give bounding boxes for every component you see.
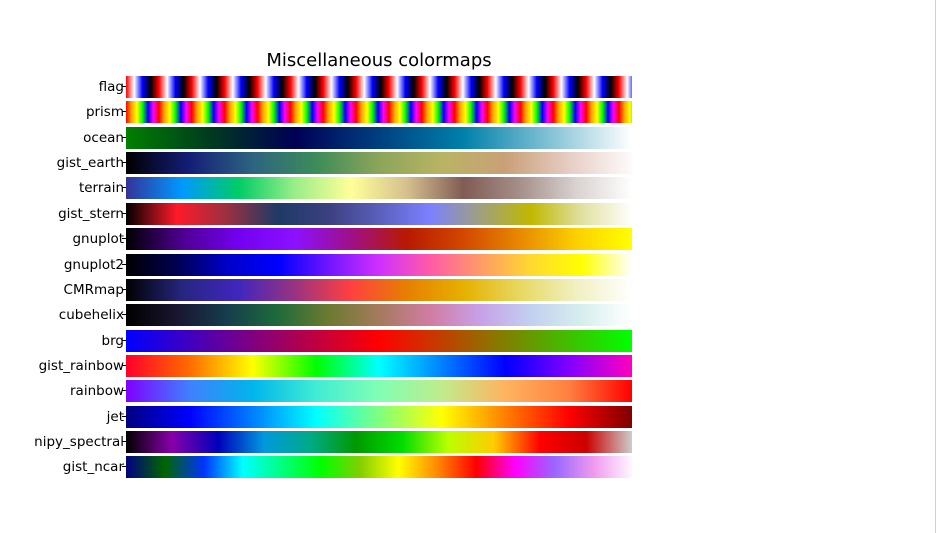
colormap-row-terrain: terrain <box>0 177 640 200</box>
colormap-row-gist-stern: gist_stern <box>0 202 640 225</box>
colormap-row-gnuplot2: gnuplot2 <box>0 253 640 276</box>
colormap-bar <box>126 177 632 200</box>
colormap-label: brg <box>101 332 124 349</box>
y-tick-mark <box>122 86 126 87</box>
colormap-bar <box>126 202 632 225</box>
y-tick-mark <box>122 212 126 214</box>
colormap-label: prism <box>85 104 124 121</box>
colormap-bar <box>126 126 632 149</box>
colormap-label: gist_earth <box>56 155 124 172</box>
colormap-label: gist_stern <box>58 205 124 222</box>
y-tick-mark <box>122 162 126 164</box>
y-tick-mark <box>122 136 126 138</box>
colormap-row-gist-earth: gist_earth <box>0 152 640 175</box>
colormap-label: gist_rainbow <box>38 357 124 374</box>
y-tick-mark <box>122 288 126 290</box>
colormap-bar <box>126 329 632 352</box>
colormap-label: gist_ncar <box>62 459 124 476</box>
colormap-bar <box>126 76 632 98</box>
colormap-row-gist-ncar: gist_ncar <box>0 456 640 479</box>
y-tick-mark <box>122 440 126 442</box>
colormap-bar <box>126 152 632 175</box>
colormap-label: gnuplot2 <box>63 256 124 273</box>
colormap-label: flag <box>98 79 124 95</box>
colormap-row-gnuplot: gnuplot <box>0 228 640 251</box>
colormap-row-gist-rainbow: gist_rainbow <box>0 354 640 377</box>
y-tick-mark <box>122 466 126 468</box>
colormap-bar <box>126 278 632 301</box>
colormap-row-prism: prism <box>0 101 640 124</box>
colormap-bar <box>126 354 632 377</box>
colormap-row-nipy-spectral: nipy_spectral <box>0 430 640 453</box>
colormap-bar <box>126 380 632 403</box>
colormap-label: nipy_spectral <box>34 433 124 450</box>
colormap-row-cubehelix: cubehelix <box>0 304 640 327</box>
colormap-label: jet <box>106 408 124 425</box>
y-tick-mark <box>122 238 126 240</box>
colormap-bar <box>126 405 632 428</box>
colormap-bar <box>126 304 632 327</box>
colormap-label: terrain <box>78 180 124 197</box>
y-tick-mark <box>122 364 126 366</box>
colormap-bar <box>126 253 632 276</box>
colormap-row-cmrmap: CMRmap <box>0 278 640 301</box>
colormap-bar <box>126 456 632 479</box>
y-tick-mark <box>122 187 126 189</box>
colormap-label: rainbow <box>70 383 124 400</box>
y-tick-mark <box>122 415 126 417</box>
colormap-row-rainbow: rainbow <box>0 380 640 403</box>
figure-border <box>935 0 936 533</box>
colormap-label: ocean <box>83 129 124 146</box>
chart-title: Miscellaneous colormaps <box>266 50 492 71</box>
y-tick-mark <box>122 339 126 341</box>
colormap-row-ocean: ocean <box>0 126 640 149</box>
colormap-bar <box>126 228 632 251</box>
colormap-label: cubehelix <box>58 307 124 324</box>
colormap-row-flag: flag <box>0 76 640 98</box>
colormap-row-jet: jet <box>0 405 640 428</box>
colormap-row-brg: brg <box>0 329 640 352</box>
y-tick-mark <box>122 263 126 265</box>
colormap-bar <box>126 430 632 453</box>
colormap-label: gnuplot <box>72 231 124 248</box>
colormap-label: CMRmap <box>63 281 124 298</box>
y-tick-mark <box>122 111 126 113</box>
y-tick-mark <box>122 390 126 392</box>
colormap-bar <box>126 101 632 124</box>
y-tick-mark <box>122 314 126 316</box>
